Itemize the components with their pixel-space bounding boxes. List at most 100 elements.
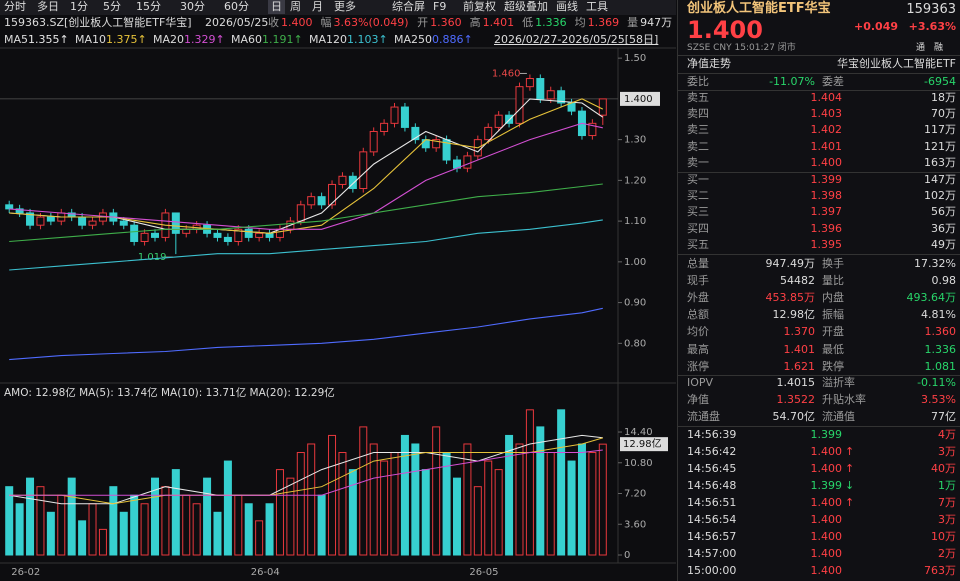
toolbar-button[interactable]: F9 [433,0,447,13]
candle-body [317,196,326,206]
volume-bar [192,503,201,556]
tick-price: 1.400 [810,530,843,543]
candle-body [390,106,399,124]
book-price: 1.402 [810,123,843,137]
toolbar-button[interactable]: 多日 [37,0,59,13]
ma-value: 1.191↑ [262,33,303,46]
date-range: 2026/02/27-2026/05/25[58日] [494,33,659,46]
info-value: 1.360 [430,16,462,29]
candle-body [348,175,357,190]
candle-body [557,90,566,104]
toolbar-button[interactable]: 60分 [224,0,249,13]
book-price: 1.399 [810,173,843,186]
stat-value: 1.336 [924,342,957,356]
toolbar-button[interactable]: 超级叠加 [504,0,548,13]
book-volume: 49万 [931,237,956,251]
book-volume: 117万 [924,123,956,137]
volume-bar [98,528,107,556]
book-volume: 102万 [924,189,956,203]
toolbar-button[interactable]: 15分 [136,0,161,13]
y-tick-label: 0.80 [624,338,646,349]
volume-bar [494,469,503,556]
stat-label: 净值 [687,392,709,406]
info-label: 高 [469,16,481,29]
separator [678,254,960,255]
toolbar-button[interactable]: 30分 [180,0,205,13]
toolbar-button[interactable]: 1分 [70,0,88,13]
volume-bar [473,486,482,556]
toolbar-button[interactable]: 周 [290,0,301,13]
volume-bar [317,494,326,556]
book-volume: 70万 [931,107,956,121]
candle-body [140,232,149,242]
book-price: 1.400 [810,155,843,169]
y-tick-label: 1.10 [624,216,646,227]
book-volume: 36万 [931,221,956,235]
candle-body [515,86,524,124]
y-tick-label: 1.00 [624,257,646,268]
toolbar-button[interactable]: 画线 [556,0,578,13]
stat-value: 0.98 [931,274,957,288]
volume-title: AMO: 12.98亿 MA(5): 13.74亿 MA(10): 13.71亿… [4,386,335,399]
candle-body [421,139,430,149]
volume-bar [244,503,253,556]
volume-bar [5,486,14,556]
info-value: 1.369 [587,16,620,29]
ma-label: MA60 [231,33,263,46]
toolbar-button[interactable]: 5分 [103,0,121,13]
candle-body [255,232,264,238]
tick-volume: 4万 [938,428,956,441]
book-price: 1.396 [810,221,843,235]
tick-volume: 10万 [931,530,956,543]
toolbar-button[interactable]: 工具 [586,0,608,13]
volume-bar [525,409,534,556]
volume-bar [588,452,597,556]
info-value: 1.336 [535,16,567,29]
tick-price: 1.400 [810,513,843,526]
info-code: 159363.SZ[创业板人工智能ETF华宝] [4,16,192,29]
toolbar-button[interactable]: 综合屏 [392,0,425,13]
y-tick-label: 10.80 [624,458,653,469]
book-price: 1.404 [810,91,843,104]
low-annotation: 1.019 [138,252,167,263]
volume-bar [255,520,264,556]
last-price-tag [620,91,660,106]
volume-bar [359,426,368,556]
book-price: 1.401 [810,139,843,153]
volume-bar [171,469,180,556]
candle-body [151,232,159,238]
y-tick-label: 1.20 [624,175,646,186]
y-tick-label: 1.30 [624,135,646,146]
candle-body [369,130,378,153]
toolbar-button[interactable]: 更多 [334,0,356,13]
quote-name: 创业板人工智能ETF华宝 [687,1,831,16]
toolbar-button[interactable]: 月 [312,0,323,13]
book-price: 1.403 [810,107,843,121]
separator [678,55,960,56]
ma-line [9,449,603,496]
tick-time: 14:56:39 [687,428,737,441]
quote-meta: SZSE CNY 15:01:27 闭市 [687,43,796,53]
toolbar-button[interactable]: 分时 [4,0,26,13]
stat-value: 1.401 [783,342,816,356]
volume-bar [536,426,545,556]
separator [678,172,960,173]
ma-value: 1.355↑ [28,33,69,46]
row-value: -11.07% [769,75,815,88]
tick-arrow: ↑ [845,445,855,458]
candle-body [265,232,274,238]
toolbar-button[interactable]: 日 [268,0,285,14]
stat-value: 1.3522 [776,392,816,406]
toolbar-button[interactable]: 前复权 [463,0,496,13]
quote-change: +0.049 [853,20,898,33]
stat-value: 1.370 [783,325,816,339]
candle-body [400,106,409,128]
candle-body [484,126,493,141]
tick-time: 14:56:48 [687,479,737,492]
volume-bar [328,434,337,556]
ma-label: MA5 [4,33,29,46]
y-tick-label: 1.50 [624,53,646,64]
stat-value: 54482 [780,274,815,288]
candle-body [296,204,305,222]
